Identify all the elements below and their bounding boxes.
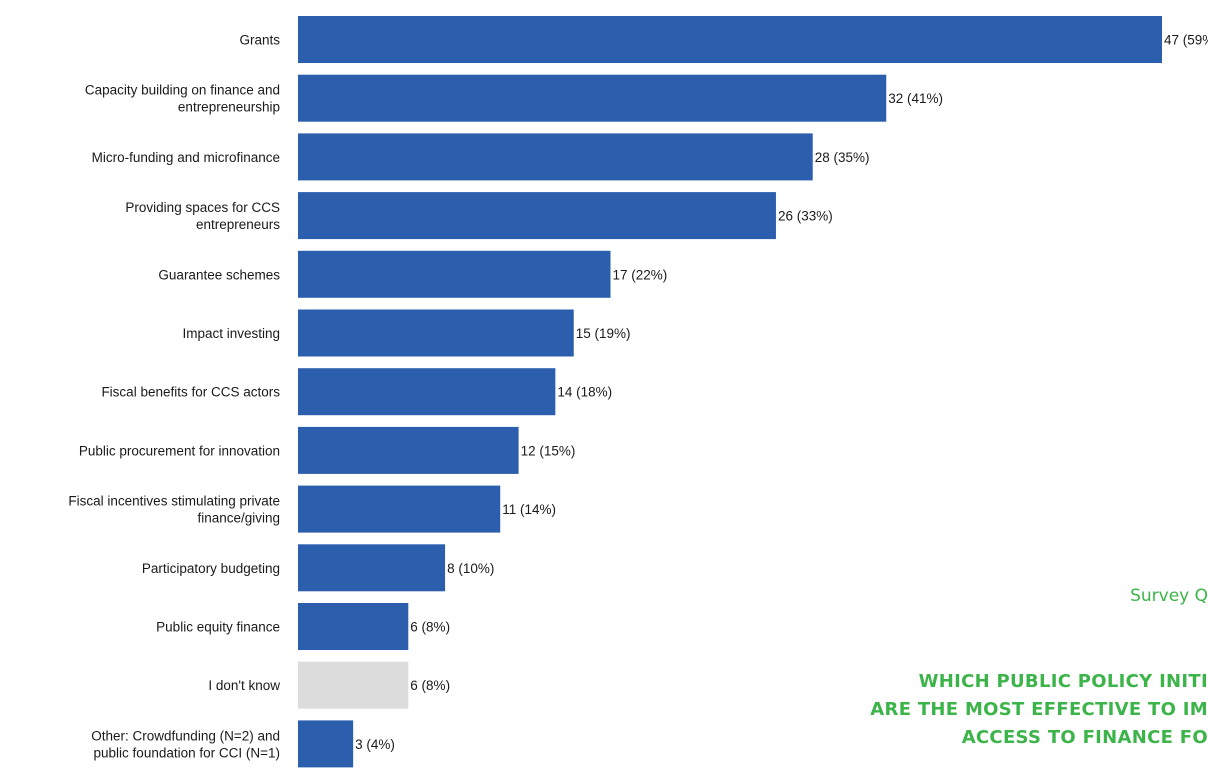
question-line-3: ACCESS TO FINANCE FO [961, 727, 1208, 748]
survey-label: Survey Q [1130, 586, 1208, 606]
bar-9 [298, 544, 446, 592]
value-label-11: 6 (8%) [410, 678, 450, 693]
survey-question: WHICH PUBLIC POLICY INITI ARE THE MOST E… [758, 668, 1208, 752]
category-label-1-1: entrepreneurship [178, 100, 280, 115]
value-label-6: 14 (18%) [557, 385, 612, 400]
category-label-8-0: Fiscal incentives stimulating private [68, 494, 280, 509]
category-label-3-1: entrepreneurs [196, 217, 280, 232]
question-line-2: ARE THE MOST EFFECTIVE TO IM [870, 699, 1208, 720]
bar-6 [298, 368, 556, 416]
bar-2 [298, 133, 813, 181]
category-label-9-0: Participatory budgeting [142, 561, 280, 576]
bar-0 [298, 16, 1162, 63]
category-label-8-1: finance/giving [197, 511, 280, 526]
bar-7 [298, 426, 519, 474]
bar-10 [298, 603, 409, 650]
value-label-3: 26 (33%) [778, 209, 833, 224]
bar-3 [298, 192, 776, 240]
value-label-12: 3 (4%) [355, 737, 395, 752]
value-label-4: 17 (22%) [613, 267, 668, 282]
category-label-1-0: Capacity building on finance and [85, 83, 280, 98]
category-label-12-1: public foundation for CCI (N=1) [94, 745, 280, 760]
category-label-3-0: Providing spaces for CCS [125, 200, 280, 215]
category-label-4-0: Guarantee schemes [158, 267, 280, 282]
question-line-1: WHICH PUBLIC POLICY INITI [918, 671, 1208, 692]
bar-1 [298, 74, 887, 122]
category-label-7-0: Public procurement for innovation [79, 443, 280, 458]
bar-8 [298, 485, 501, 533]
value-label-5: 15 (19%) [576, 326, 631, 341]
value-label-9: 8 (10%) [447, 561, 494, 576]
bar-11 [298, 661, 409, 709]
category-label-12-0: Other: Crowdfunding (N=2) and [91, 728, 280, 743]
bar-5 [298, 309, 574, 357]
category-label-6-0: Fiscal benefits for CCS actors [101, 385, 280, 400]
category-label-2-0: Micro-funding and microfinance [92, 150, 280, 165]
category-label-0-0: Grants [239, 33, 280, 48]
value-label-2: 28 (35%) [815, 150, 870, 165]
category-label-5-0: Impact investing [182, 326, 280, 341]
value-label-0: 47 (59%) [1164, 33, 1208, 48]
value-label-10: 6 (8%) [410, 620, 450, 635]
bar-4 [298, 250, 611, 298]
category-label-10-0: Public equity finance [156, 620, 280, 635]
value-label-8: 11 (14%) [502, 502, 556, 517]
value-label-7: 12 (15%) [521, 443, 576, 458]
value-label-1: 32 (41%) [888, 91, 943, 106]
bar-12 [298, 720, 354, 768]
category-label-11-0: I don't know [208, 678, 280, 693]
